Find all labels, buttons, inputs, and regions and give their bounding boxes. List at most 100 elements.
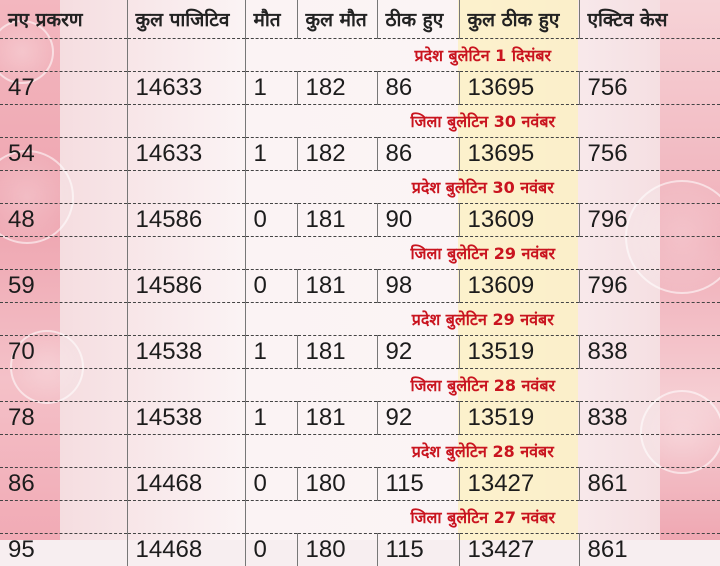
cell-total-recovered: 13519 [459, 402, 579, 435]
cell-recovered: 86 [377, 138, 459, 171]
table-row: 95 14468 0 180 115 13427 861 [0, 534, 720, 566]
bulletin-title: जिला बुलेटिन 27 नवंबर [245, 501, 720, 534]
cell-active-cases: 796 [579, 204, 720, 237]
bulletin-left-blank [127, 501, 245, 534]
cell-active-cases: 838 [579, 336, 720, 369]
cell-active-cases: 756 [579, 72, 720, 105]
bulletin-left-blank [0, 303, 127, 336]
cell-active-cases: 756 [579, 138, 720, 171]
header-new-cases: नए प्रकरण [0, 0, 127, 39]
table-row: 48 14586 0 181 90 13609 796 [0, 204, 720, 237]
cell-active-cases: 838 [579, 402, 720, 435]
cell-total-positive: 14538 [127, 402, 245, 435]
cell-new-cases: 59 [0, 270, 127, 303]
cell-new-cases: 78 [0, 402, 127, 435]
cell-active-cases: 861 [579, 468, 720, 501]
cell-total-positive: 14468 [127, 468, 245, 501]
bulletin-left-blank [127, 105, 245, 138]
bulletin-left-blank [0, 501, 127, 534]
header-total-positive: कुल पाजिटिव [127, 0, 245, 39]
cell-total-deaths: 181 [297, 204, 377, 237]
cell-total-positive: 14586 [127, 270, 245, 303]
bulletin-row: जिला बुलेटिन 30 नवंबर [0, 105, 720, 138]
bulletin-left-blank [127, 369, 245, 402]
bulletin-row: प्रदेश बुलेटिन 29 नवंबर [0, 303, 720, 336]
bulletin-title: प्रदेश बुलेटिन 1 दिसंबर [245, 39, 720, 72]
bulletin-left-blank [0, 105, 127, 138]
cell-new-cases: 70 [0, 336, 127, 369]
cell-deaths: 0 [245, 204, 297, 237]
cell-total-deaths: 180 [297, 534, 377, 566]
cell-deaths: 0 [245, 270, 297, 303]
header-total-recovered: कुल ठीक हुए [459, 0, 579, 39]
bulletin-title: प्रदेश बुलेटिन 30 नवंबर [245, 171, 720, 204]
cell-new-cases: 48 [0, 204, 127, 237]
cell-recovered: 86 [377, 72, 459, 105]
cell-deaths: 1 [245, 138, 297, 171]
bulletin-left-blank [127, 39, 245, 72]
bulletin-title: जिला बुलेटिन 28 नवंबर [245, 369, 720, 402]
bulletin-row: जिला बुलेटिन 28 नवंबर [0, 369, 720, 402]
cell-total-deaths: 182 [297, 138, 377, 171]
bulletin-row: प्रदेश बुलेटिन 1 दिसंबर [0, 39, 720, 72]
cell-total-deaths: 181 [297, 270, 377, 303]
table-row: 70 14538 1 181 92 13519 838 [0, 336, 720, 369]
cell-total-recovered: 13427 [459, 468, 579, 501]
cell-total-recovered: 13609 [459, 270, 579, 303]
cell-deaths: 1 [245, 72, 297, 105]
cell-total-recovered: 13695 [459, 72, 579, 105]
cell-new-cases: 95 [0, 534, 127, 566]
cell-recovered: 98 [377, 270, 459, 303]
table-row: 47 14633 1 182 86 13695 756 [0, 72, 720, 105]
cell-deaths: 0 [245, 534, 297, 566]
cell-total-positive: 14633 [127, 72, 245, 105]
bulletin-left-blank [0, 171, 127, 204]
header-deaths: मौत [245, 0, 297, 39]
cell-total-recovered: 13609 [459, 204, 579, 237]
bulletin-left-blank [127, 237, 245, 270]
bulletin-row: प्रदेश बुलेटिन 28 नवंबर [0, 435, 720, 468]
cell-total-deaths: 181 [297, 402, 377, 435]
cell-total-recovered: 13427 [459, 534, 579, 566]
table-row: 86 14468 0 180 115 13427 861 [0, 468, 720, 501]
bulletin-left-blank [0, 237, 127, 270]
bulletin-left-blank [127, 435, 245, 468]
cell-deaths: 1 [245, 402, 297, 435]
header-recovered: ठीक हुए [377, 0, 459, 39]
cell-new-cases: 86 [0, 468, 127, 501]
bulletin-title: प्रदेश बुलेटिन 28 नवंबर [245, 435, 720, 468]
bulletin-left-blank [0, 435, 127, 468]
cell-recovered: 115 [377, 468, 459, 501]
bulletin-title: प्रदेश बुलेटिन 29 नवंबर [245, 303, 720, 336]
cell-recovered: 90 [377, 204, 459, 237]
cell-active-cases: 796 [579, 270, 720, 303]
cell-total-positive: 14538 [127, 336, 245, 369]
cell-total-recovered: 13695 [459, 138, 579, 171]
bulletin-title: जिला बुलेटिन 30 नवंबर [245, 105, 720, 138]
header-total-deaths: कुल मौत [297, 0, 377, 39]
cell-recovered: 115 [377, 534, 459, 566]
bulletin-left-blank [0, 369, 127, 402]
cell-deaths: 1 [245, 336, 297, 369]
cell-total-recovered: 13519 [459, 336, 579, 369]
cell-deaths: 0 [245, 468, 297, 501]
bulletin-title: जिला बुलेटिन 29 नवंबर [245, 237, 720, 270]
header-active-cases: एक्टिव केस [579, 0, 720, 39]
table-row: 59 14586 0 181 98 13609 796 [0, 270, 720, 303]
bulletin-row: जिला बुलेटिन 27 नवंबर [0, 501, 720, 534]
cell-total-deaths: 182 [297, 72, 377, 105]
header-row: नए प्रकरण कुल पाजिटिव मौत कुल मौत ठीक हु… [0, 0, 720, 39]
cell-total-positive: 14586 [127, 204, 245, 237]
cell-new-cases: 54 [0, 138, 127, 171]
cell-recovered: 92 [377, 402, 459, 435]
cell-total-deaths: 180 [297, 468, 377, 501]
bulletin-left-blank [0, 39, 127, 72]
bulletin-row: जिला बुलेटिन 29 नवंबर [0, 237, 720, 270]
bulletin-left-blank [127, 303, 245, 336]
bulletin-row: प्रदेश बुलेटिन 30 नवंबर [0, 171, 720, 204]
cell-total-positive: 14633 [127, 138, 245, 171]
table-row: 54 14633 1 182 86 13695 756 [0, 138, 720, 171]
bulletin-left-blank [127, 171, 245, 204]
cell-total-deaths: 181 [297, 336, 377, 369]
table-row: 78 14538 1 181 92 13519 838 [0, 402, 720, 435]
